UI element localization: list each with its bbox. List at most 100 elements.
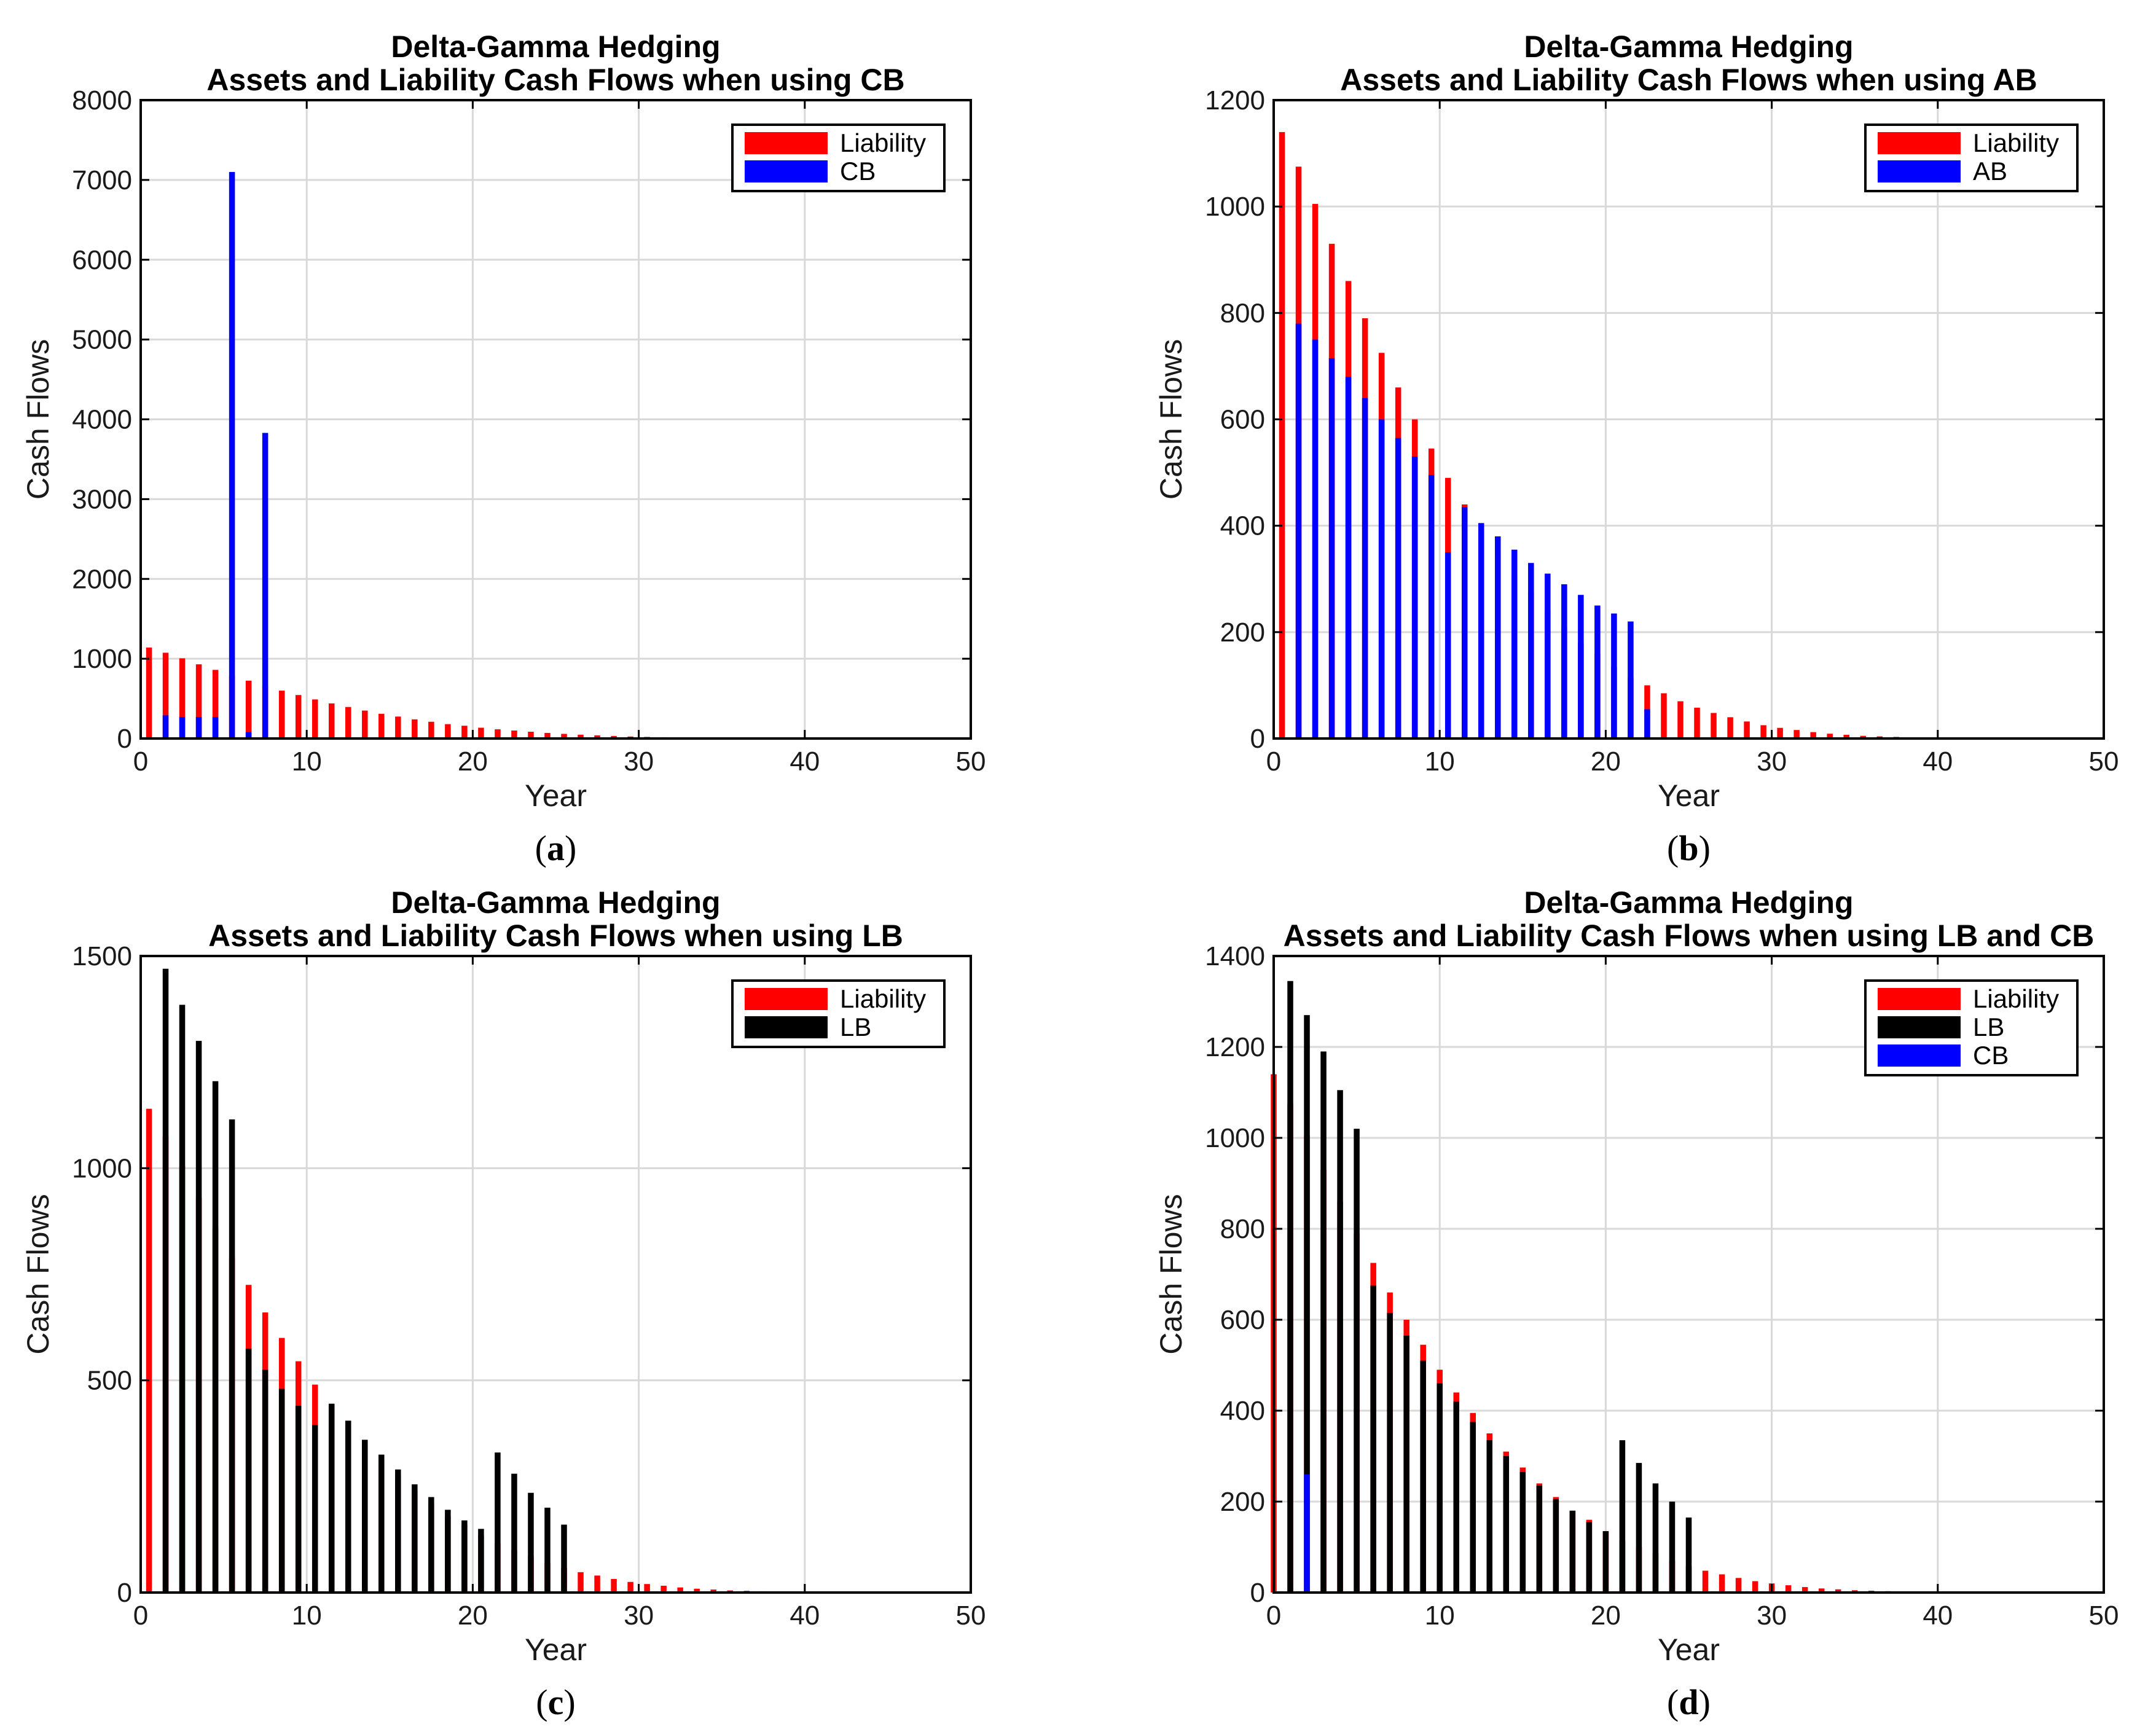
legend-label-liability: Liability [1973, 984, 2059, 1013]
x-tick-label: 0 [1266, 1601, 1281, 1631]
bar-liability-year-24 [528, 731, 534, 739]
x-tick-label: 0 [133, 746, 148, 777]
y-tick-label: 2000 [72, 564, 132, 594]
panel-caption: (c) [536, 1682, 575, 1722]
bar-lb-year-3 [195, 1041, 202, 1593]
bar-ab-year-5 [1362, 398, 1368, 739]
chart-title: Delta-Gamma Hedging [391, 29, 720, 64]
bar-liability-year-30 [627, 1581, 633, 1593]
bar-liability-year-9 [278, 691, 285, 739]
bar-ab-year-8 [1411, 457, 1418, 739]
bar-lb-year-4 [1337, 1090, 1343, 1593]
bar-ab-year-9 [1428, 475, 1435, 739]
bar-liability-year-29 [611, 735, 617, 739]
legend-swatch-liability [745, 132, 828, 154]
bar-liability-year-1 [146, 1108, 152, 1593]
bar-ab-year-20 [1611, 613, 1617, 739]
bar-ab-year-3 [1328, 358, 1335, 739]
x-axis-label: Year [525, 1632, 587, 1667]
y-axis-label: Cash Flows [21, 1194, 55, 1354]
plot-frame [139, 955, 972, 1594]
bar-lb-year-20 [478, 1529, 484, 1593]
bar-lb-year-7 [1387, 1312, 1393, 1593]
y-tick-label: 1200 [1205, 85, 1265, 116]
y-tick-label: 0 [117, 724, 132, 754]
bar-ab-year-11 [1461, 507, 1468, 739]
y-axis-label: Cash Flows [1154, 1194, 1188, 1354]
bar-liability-year-12 [328, 703, 335, 739]
caption-letter: d [1679, 1682, 1698, 1722]
bar-liability-year-34 [1827, 734, 1833, 739]
chart-title: Delta-Gamma Hedging [1524, 885, 1853, 920]
legend-label-lb: LB [840, 1013, 871, 1041]
bar-lb-year-25 [1685, 1517, 1692, 1593]
y-tick-label: 8000 [72, 85, 132, 116]
chart-subtitle: Assets and Liability Cash Flows when usi… [1340, 63, 2037, 97]
chart-panel-a: 0 10 20 30 40 50 0 1000 2000 3000 4000 5000 6000 7000… [21, 29, 986, 868]
y-tick-label: 1000 [1205, 1123, 1265, 1153]
bar-lb-year-12 [345, 1420, 351, 1593]
chart-panel-d: 0 10 20 30 40 50 0 200 400 600 800 1000 1200 1400 Delt… [1154, 885, 2119, 1722]
bar-lb-year-10 [1437, 1383, 1443, 1593]
bar-lb-year-25 [561, 1524, 567, 1593]
x-tick-label: 10 [292, 1601, 322, 1631]
bar-liability-year-4 [195, 664, 202, 739]
bar-liability-year-33 [1801, 1587, 1808, 1593]
bar-liability-year-13 [345, 707, 351, 739]
bar-lb-year-9 [1420, 1360, 1426, 1593]
bar-lb-year-22 [1636, 1463, 1642, 1593]
bar-liability-year-7 [245, 680, 252, 739]
legend-swatch-liability [1878, 988, 1961, 1010]
y-tick-label: 400 [1220, 1396, 1265, 1426]
x-tick-label: 50 [956, 1601, 986, 1631]
bar-lb-year-20 [1602, 1531, 1609, 1593]
bar-lb-year-2 [1304, 1015, 1310, 1593]
legend-label-cb: CB [1973, 1041, 2009, 1070]
y-tick-label: 4000 [72, 405, 132, 435]
bar-lb-year-23 [528, 1492, 534, 1593]
bar-liability-year-11 [312, 699, 318, 739]
bar-ab-year-19 [1594, 605, 1601, 739]
bar-liability-year-1 [146, 647, 152, 739]
plot-frame [139, 99, 972, 740]
bar-lb-year-5 [1354, 1129, 1360, 1593]
legend-label-ab: AB [1973, 157, 2007, 186]
bar-ab-year-22 [1644, 709, 1650, 739]
legend-swatch-ab [1878, 160, 1961, 182]
bar-liability-year-33 [1810, 732, 1816, 739]
bar-liability-year-34 [1818, 1588, 1825, 1593]
bar-liability-year-32 [661, 1585, 667, 1593]
bar-ab-year-10 [1445, 552, 1451, 739]
x-tick-label: 20 [1591, 1601, 1621, 1631]
bar-lb-year-6 [1370, 1285, 1376, 1593]
bar-liability-year-26 [561, 734, 567, 739]
y-tick-label: 200 [1220, 617, 1265, 648]
bar-lb-year-7 [262, 1370, 269, 1593]
bar-cb-year-6 [245, 732, 252, 739]
x-tick-label: 20 [1591, 746, 1621, 777]
y-tick-label: 0 [1250, 1578, 1265, 1608]
y-tick-label: 5000 [72, 325, 132, 355]
y-tick-label: 600 [1220, 405, 1265, 435]
x-tick-label: 20 [458, 746, 488, 777]
bar-lb-year-4 [212, 1081, 219, 1593]
bar-liability-year-27 [1702, 1570, 1709, 1593]
legend-swatch-liability [745, 988, 828, 1010]
bar-lb-year-17 [428, 1497, 434, 1593]
bar-liability-year-10 [295, 695, 302, 739]
chart-subtitle: Assets and Liability Cash Flows when usi… [1284, 919, 2095, 953]
bar-lb-year-21 [1619, 1440, 1626, 1593]
bar-liability-year-27 [578, 734, 584, 739]
bar-lb-year-13 [362, 1440, 368, 1593]
bar-liability-year-35 [1843, 734, 1849, 739]
legend-label-liability: Liability [1973, 128, 2059, 157]
bar-ab-year-15 [1528, 563, 1534, 739]
legend-label-lb: LB [1973, 1013, 2004, 1041]
bar-liability-year-26 [1694, 707, 1700, 739]
bar-cb-year-2 [179, 716, 186, 739]
chart-subtitle: Assets and Liability Cash Flows when usi… [206, 63, 904, 97]
bar-liability-year-36 [1860, 735, 1866, 739]
bar-liability-year-17 [412, 719, 418, 739]
bar-cb-year-1 [1304, 1474, 1310, 1593]
